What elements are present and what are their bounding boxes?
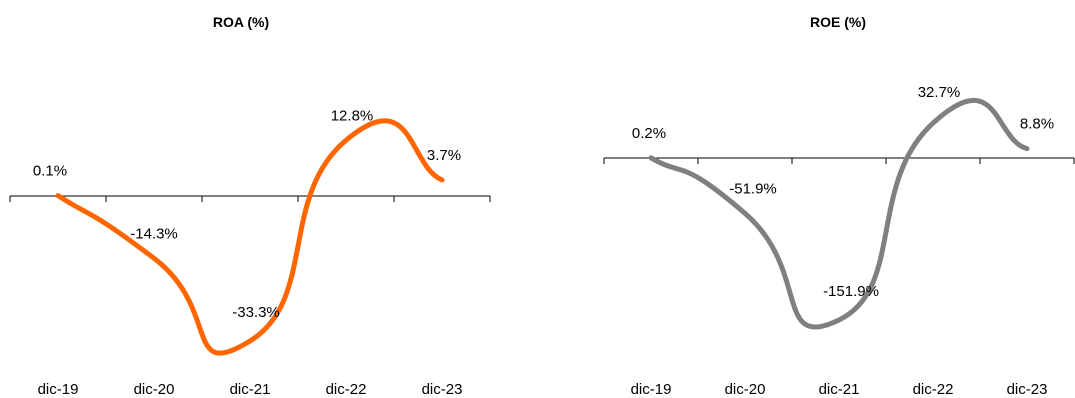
data-label: -33.3% bbox=[232, 304, 280, 321]
roa-chart: ROA (%) 0.1% -14.3% -33.3% 12.8% 3.7% dic-19… bbox=[9, 14, 491, 398]
data-label: 32.7% bbox=[918, 84, 961, 101]
x-tick-label: dic-23 bbox=[1007, 381, 1048, 398]
data-label: 3.7% bbox=[427, 147, 461, 164]
roe-chart-title: ROE (%) bbox=[810, 14, 866, 30]
x-tick-label: dic-20 bbox=[725, 381, 766, 398]
x-tick-label: dic-23 bbox=[422, 381, 463, 398]
roe-chart: ROE (%) 0.2% -51.9% -151.9% 32.7% 8.8% dic-1… bbox=[603, 14, 1075, 398]
data-label: -51.9% bbox=[729, 180, 777, 197]
data-label: -151.9% bbox=[823, 283, 879, 300]
x-tick-label: dic-22 bbox=[913, 381, 954, 398]
roa-chart-title: ROA (%) bbox=[213, 14, 269, 30]
x-tick-label: dic-20 bbox=[134, 381, 175, 398]
data-label: 0.2% bbox=[632, 125, 666, 142]
roe-series-line bbox=[648, 97, 1030, 330]
x-tick-label: dic-22 bbox=[326, 381, 367, 398]
data-label: -14.3% bbox=[130, 225, 178, 242]
roa-series-line bbox=[55, 118, 445, 356]
x-tick-label: dic-21 bbox=[230, 381, 271, 398]
x-tick-label: dic-19 bbox=[38, 381, 79, 398]
data-label: 0.1% bbox=[33, 163, 67, 180]
x-tick-label: dic-19 bbox=[631, 381, 672, 398]
data-label: 8.8% bbox=[1020, 116, 1054, 133]
data-label: 12.8% bbox=[331, 107, 374, 124]
x-tick-label: dic-21 bbox=[819, 381, 860, 398]
